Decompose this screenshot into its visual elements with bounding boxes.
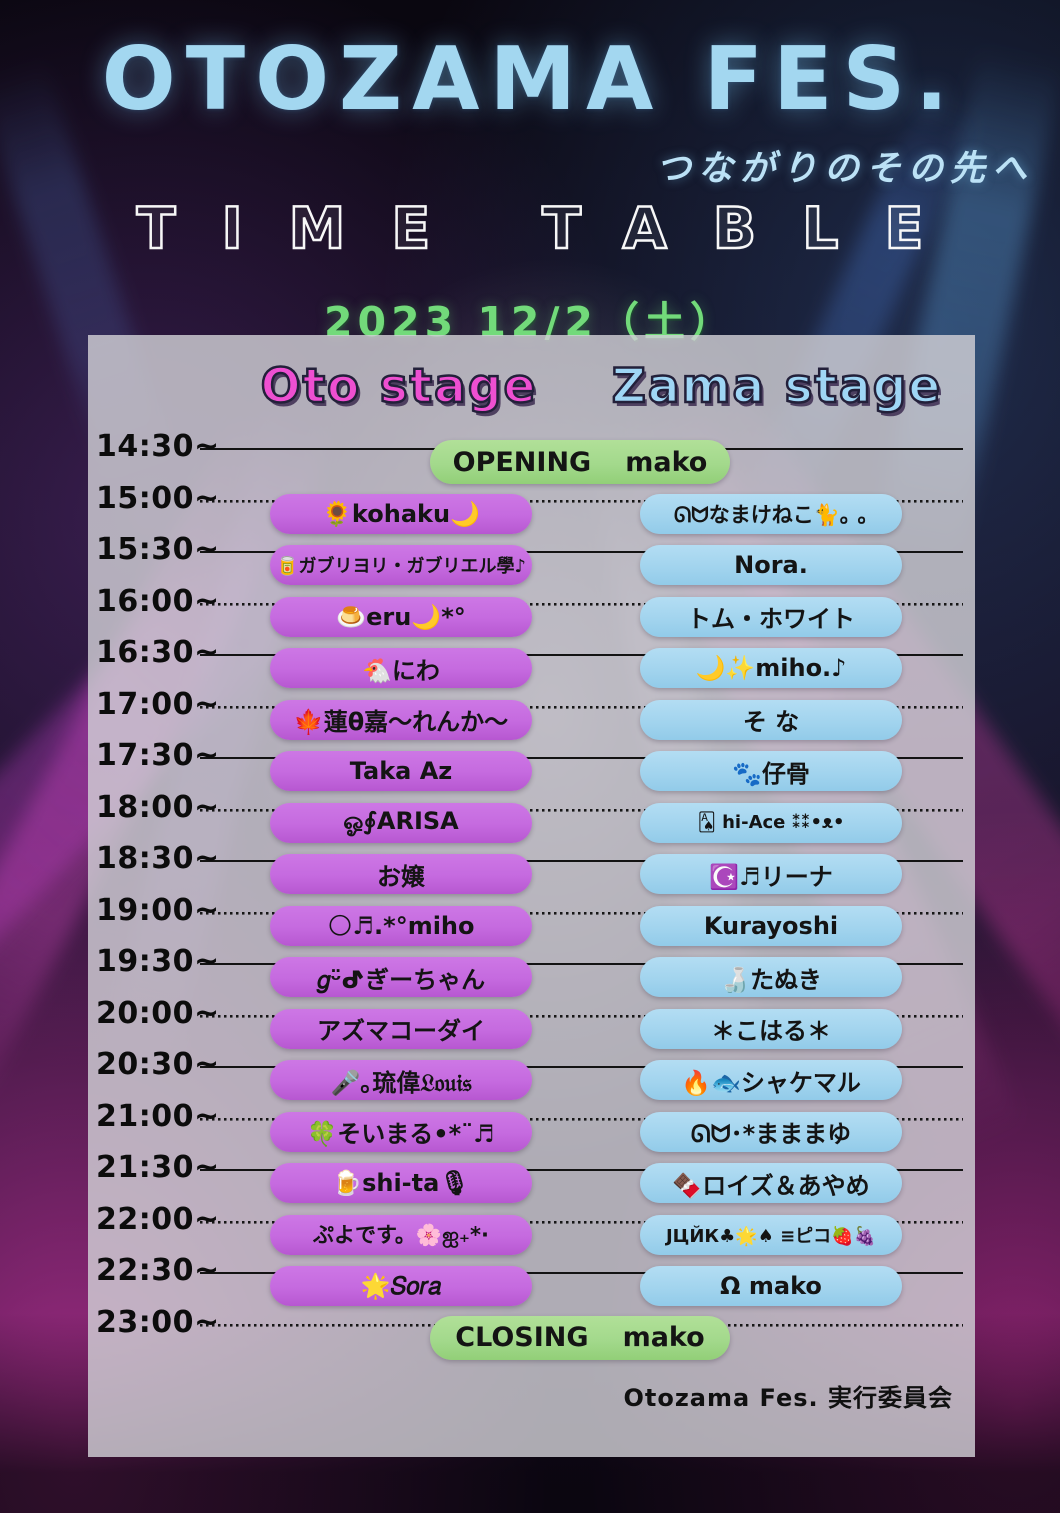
artist-pill-oto: 🌟𝑆𝑜𝑟𝑎 <box>270 1266 532 1306</box>
event-tagline: つながりのその先へ <box>655 149 1034 189</box>
artist-pill-oto: 🐔にわ <box>270 648 532 688</box>
timetable-row: 16:00~ 🍮eru🌙*° トム・ホワイト <box>88 584 975 655</box>
time-label: 21:00~ <box>96 1098 220 1134</box>
row-divider <box>200 1066 963 1071</box>
row-divider <box>200 602 963 606</box>
time-label: 15:00~ <box>96 480 220 516</box>
time-label: 17:00~ <box>96 686 220 722</box>
timetable-row: 15:00~ 🌻kohaku🌙 ᘏᗢなまけねこ🐈｡ ｡ <box>88 481 975 552</box>
timetable-row: 19:00~ 🌕♬.*°miho Kurayoshi <box>88 893 975 964</box>
row-divider <box>200 654 963 659</box>
program-label: OPENING <box>452 446 592 478</box>
artist-pill-oto: 🥫ガブリヨリ・ガブリエル學♪ <box>270 545 532 585</box>
artist-pill-oto: 🍀そいまる•*¨♬ <box>270 1111 532 1152</box>
timetable-row: 17:30~ Taka Az 🐾仔骨 <box>88 738 975 809</box>
artist-pill-zama: 🔥🐟シャケマル <box>640 1060 902 1100</box>
program-pill: CLOSING mako <box>430 1315 730 1360</box>
row-divider <box>200 1117 963 1121</box>
time-label: 20:30~ <box>96 1047 220 1082</box>
artist-pill-zama: トム・ホワイト <box>640 596 902 637</box>
artist-pill-oto: お嬢 <box>270 854 532 894</box>
artist-pill-oto: 🍺shi-ta🎙 <box>270 1163 532 1203</box>
artist-pill-zama: 🍫ロイズ＆あやめ <box>640 1163 902 1203</box>
time-label: 15:30~ <box>96 532 220 567</box>
schedule-panel: Oto stage Zama stage 14:30~ OPENING mako… <box>88 335 975 1457</box>
artist-pill-oto: 🌕♬.*°miho <box>270 905 532 946</box>
timetable-row: 22:00~ ぷよです。🌸ஐ₊*· ЈЦЙК♣🌟♠ ≡ピコ🍓🍇 <box>88 1202 975 1273</box>
time-label: 19:30~ <box>96 944 220 979</box>
artist-pill-zama: ᘏᗢ･*まままゆ <box>640 1111 902 1152</box>
artist-pill-zama: 🂡 hi-Ace ⁑⁑•ᴥ• <box>640 802 902 843</box>
artist-pill-zama: そ な <box>640 699 902 740</box>
timetable-row: 18:00~ ஓ∮ARISA 🂡 hi-Ace ⁑⁑•ᴥ• <box>88 790 975 861</box>
artist-pill-zama: Kurayoshi <box>640 905 902 946</box>
time-label: 22:30~ <box>96 1253 220 1288</box>
artist-pill-zama: 🌙✨miho.♪ <box>640 648 902 688</box>
row-divider <box>200 551 963 556</box>
row-divider <box>200 860 963 865</box>
time-label: 22:00~ <box>96 1201 220 1237</box>
row-divider <box>200 911 963 915</box>
row-divider <box>200 499 963 503</box>
row-divider <box>200 1220 963 1224</box>
program-host: mako <box>625 446 708 478</box>
timetable-row: 16:30~ 🐔にわ 🌙✨miho.♪ <box>88 635 975 706</box>
row-divider <box>200 1014 963 1018</box>
time-label: 23:00~ <box>96 1304 220 1340</box>
artist-pill-zama: ☪️♬リーナ <box>640 854 902 894</box>
footer-credit: Otozama Fes. 実行委員会 <box>623 1384 953 1412</box>
timetable-row: 21:30~ 🍺shi-ta🎙 🍫ロイズ＆あやめ <box>88 1150 975 1221</box>
event-title: OTOZAMA FES. <box>101 28 959 130</box>
artist-pill-oto: 🍮eru🌙*° <box>270 596 532 637</box>
row-divider <box>200 1272 963 1277</box>
artist-pill-oto: 🎤｡琉偉𝔏𝔬𝔲𝔦𝔰 <box>270 1060 532 1100</box>
artist-pill-zama: ᘏᗢなまけねこ🐈｡ ｡ <box>640 493 902 534</box>
time-label: 19:00~ <box>96 892 220 928</box>
row-divider <box>200 963 963 968</box>
program-pill: OPENING mako <box>430 440 730 484</box>
artist-pill-zama: ЈЦЙК♣🌟♠ ≡ピコ🍓🍇 <box>640 1214 902 1255</box>
timetable-title: TIME TABLE <box>135 195 970 264</box>
artist-pill-oto: 🍁蓮θ嘉～れんか～ <box>270 699 532 740</box>
time-label: 21:30~ <box>96 1150 220 1185</box>
time-label: 17:30~ <box>96 738 220 773</box>
row-divider <box>200 757 963 762</box>
timetable-row: 17:00~ 🍁蓮θ嘉～れんか～ そ な <box>88 687 975 758</box>
time-label: 20:00~ <box>96 995 220 1031</box>
artist-pill-zama: Nora. <box>640 545 902 585</box>
time-label: 14:30~ <box>96 429 220 464</box>
timetable-row: 20:30~ 🎤｡琉偉𝔏𝔬𝔲𝔦𝔰 🔥🐟シャケマル <box>88 1047 975 1118</box>
timetable-rows: 14:30~ OPENING mako 15:00~ 🌻kohaku🌙 ᘏᗢなま… <box>88 429 975 1376</box>
program-host: mako <box>622 1322 705 1353</box>
timetable-row: 18:30~ お嬢 ☪️♬リーナ <box>88 841 975 912</box>
program-label: CLOSING <box>455 1322 589 1353</box>
row-divider <box>200 808 963 812</box>
artist-pill-zama: 🍶たぬき <box>640 957 902 997</box>
timetable-row: 20:00~ アズマコーダイ ＊こはる＊ <box>88 996 975 1067</box>
stage-header-oto: Oto stage <box>259 358 538 416</box>
time-label: 18:30~ <box>96 841 220 876</box>
time-label: 18:00~ <box>96 789 220 825</box>
artist-pill-oto: ஓ∮ARISA <box>270 802 532 843</box>
artist-pill-oto: Taka Az <box>270 751 532 791</box>
artist-pill-zama: Ω mako <box>640 1266 902 1306</box>
row-divider <box>200 1169 963 1174</box>
row-divider <box>200 705 963 709</box>
timetable-row: 21:00~ 🍀そいまる•*¨♬ ᘏᗢ･*まままゆ <box>88 1099 975 1170</box>
timetable-row: 15:30~ 🥫ガブリヨリ・ガブリエル學♪ Nora. <box>88 532 975 603</box>
artist-pill-oto: ぷよです。🌸ஐ₊*· <box>270 1214 532 1255</box>
timetable-row: 23:00~ CLOSING mako <box>88 1305 975 1376</box>
time-label: 16:30~ <box>96 635 220 670</box>
timetable-row: 22:30~ 🌟𝑆𝑜𝑟𝑎 Ω mako <box>88 1253 975 1324</box>
timetable-row: 14:30~ OPENING mako <box>88 429 975 500</box>
artist-pill-oto: 𝑔ᵕ̈ᕷぎーちゃん <box>270 957 532 997</box>
artist-pill-oto: 🌻kohaku🌙 <box>270 493 532 534</box>
time-label: 16:00~ <box>96 583 220 619</box>
artist-pill-oto: アズマコーダイ <box>270 1008 532 1049</box>
artist-pill-zama: 🐾仔骨 <box>640 751 902 791</box>
artist-pill-zama: ＊こはる＊ <box>640 1008 902 1049</box>
timetable-row: 19:30~ 𝑔ᵕ̈ᕷぎーちゃん 🍶たぬき <box>88 944 975 1015</box>
stage-header-zama: Zama stage <box>610 358 943 416</box>
